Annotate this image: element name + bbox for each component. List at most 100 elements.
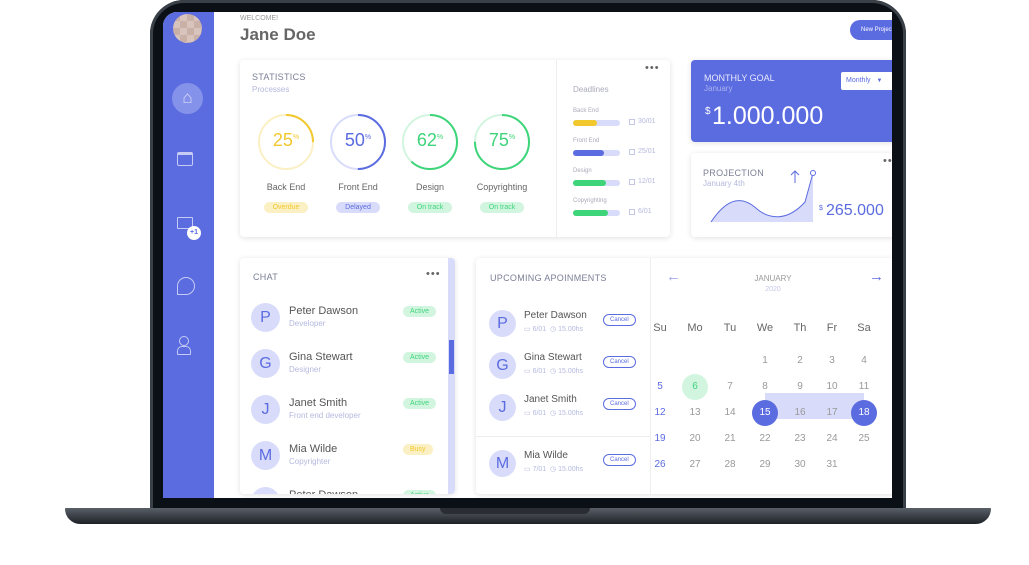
calendar-day[interactable]: 29 [759, 459, 771, 470]
avatar: G [489, 352, 516, 379]
calendar-day[interactable]: 3 [829, 355, 835, 366]
new-project-button[interactable]: New Project [850, 20, 892, 40]
calendar-day[interactable]: 13 [689, 407, 701, 418]
projection-title: PROJECTION [703, 168, 765, 178]
weekday-label: Sa [857, 322, 871, 334]
contact-name[interactable]: Gina Stewart [289, 351, 353, 363]
calendar-day[interactable]: 8 [762, 381, 768, 392]
chat-icon[interactable] [177, 277, 195, 295]
calendar-day[interactable]: 12 [654, 407, 666, 418]
appointment-date: ▭ 6/01 ◷ 15.00hs [524, 410, 584, 417]
monthly-goal-card: MONTHLY GOAL January $ 1.000.000 Monthly… [691, 60, 892, 142]
calendar-day[interactable]: 26 [654, 459, 666, 470]
progress-value: 62% [416, 130, 444, 150]
calendar-day[interactable]: 11 [858, 381, 870, 392]
status-badge: Active [403, 398, 437, 409]
period-select[interactable]: Monthly ▼ [841, 72, 892, 90]
appointment-date: ▭ 6/01 ◷ 15.00hs [524, 368, 584, 375]
cancel-button[interactable]: Cancel [603, 398, 636, 410]
calendar-day[interactable]: 2 [797, 355, 803, 366]
statistics-subtitle: Processes [252, 85, 290, 94]
calendar-day[interactable]: 28 [724, 459, 736, 470]
calendar-day[interactable]: 14 [724, 407, 736, 418]
avatar[interactable]: G [251, 349, 280, 378]
status-badge: Active [403, 352, 437, 363]
calendar-icon[interactable] [177, 152, 193, 166]
mail-icon[interactable] [177, 217, 193, 229]
calendar-day[interactable]: 31 [826, 459, 838, 470]
calendar-day[interactable]: 27 [689, 459, 701, 470]
more-options-icon[interactable]: ••• [645, 62, 660, 74]
calendar-day[interactable]: 24 [826, 433, 838, 444]
chevron-down-icon: ▼ [876, 78, 883, 84]
scrollbar-thumb[interactable] [449, 340, 454, 374]
progress-ring-fill [402, 114, 458, 170]
weekday-label: Su [653, 322, 667, 334]
calendar-day[interactable]: 6 [682, 374, 708, 400]
calendar-day[interactable]: 21 [724, 433, 736, 444]
avatar[interactable]: J [251, 395, 280, 424]
period-select-value: Monthly [846, 77, 871, 84]
cancel-button[interactable]: Cancel [603, 356, 636, 368]
deadline-date: 30/01 [638, 118, 656, 125]
more-options-icon[interactable]: •• [883, 155, 892, 167]
deadline-label: Copyrighting [573, 198, 607, 204]
projection-subtitle: January 4th [703, 179, 745, 188]
deadlines-title: Deadlines [573, 85, 609, 94]
calendar-day[interactable]: 15 [752, 400, 778, 426]
cancel-button[interactable]: Cancel [603, 454, 636, 466]
calendar-icon [629, 209, 635, 215]
welcome-label: WELCOME! [240, 15, 279, 22]
calendar-day[interactable]: 25 [858, 433, 870, 444]
calendar-day[interactable]: 17 [826, 407, 838, 418]
calendar-day[interactable]: 1 [762, 355, 768, 366]
calendar-day[interactable]: 5 [657, 381, 663, 392]
calendar-day[interactable]: 4 [861, 355, 867, 366]
appointments-title: UPCOMING APOINMENTS [490, 273, 607, 283]
projection-point [810, 170, 816, 176]
deadline-bar-fill [573, 120, 597, 126]
calendar-year: 2020 [765, 286, 781, 293]
user-icon[interactable] [179, 336, 189, 346]
calendar-icon [629, 119, 635, 125]
avatar[interactable]: M [251, 441, 280, 470]
deadline-bar [573, 180, 620, 186]
scrollbar-track[interactable] [448, 258, 455, 494]
calendar-day[interactable]: 23 [794, 433, 806, 444]
deadline-bar-fill [573, 150, 604, 156]
next-month-button[interactable]: → [869, 268, 884, 285]
progress-ring-fill [258, 114, 314, 170]
deadline-bar [573, 150, 620, 156]
calendar-day[interactable]: 22 [759, 433, 771, 444]
appointment-date: ▭ 6/01 ◷ 15.00hs [524, 326, 584, 333]
avatar[interactable]: P [251, 487, 280, 494]
contact-name[interactable]: Mia Wilde [289, 443, 338, 455]
calendar-icon [629, 149, 635, 155]
contact-name[interactable]: Peter Dawson [289, 489, 358, 494]
selected-range [765, 393, 864, 419]
more-options-icon[interactable]: ••• [426, 268, 441, 280]
contact-role: Copyrighter [289, 457, 331, 466]
calendar-day[interactable]: 7 [727, 381, 733, 392]
process-label: Front End [338, 182, 378, 192]
avatar[interactable]: P [251, 303, 280, 332]
calendar-day[interactable]: 18 [851, 400, 877, 426]
avatar[interactable] [173, 14, 202, 43]
contact-name[interactable]: Peter Dawson [289, 305, 359, 317]
calendar-day[interactable]: 20 [689, 433, 701, 444]
projection-amount: 265.000 [826, 202, 884, 219]
status-badge: Active [403, 306, 437, 317]
calendar-day[interactable]: 10 [826, 381, 838, 392]
avatar: M [489, 450, 516, 477]
calendar-day[interactable]: 16 [794, 407, 806, 418]
home-icon[interactable]: ⌂ [172, 83, 203, 114]
prev-month-button[interactable]: ← [666, 268, 681, 285]
calendar-day[interactable]: 19 [654, 433, 666, 444]
calendar-day[interactable]: 9 [797, 381, 803, 392]
avatar: P [489, 310, 516, 337]
statistics-card: STATISTICS Processes 25% Back End Overdu… [240, 60, 670, 237]
calendar-day[interactable]: 30 [794, 459, 806, 470]
cancel-button[interactable]: Cancel [603, 314, 636, 326]
contact-name[interactable]: Janet Smith [289, 397, 348, 409]
divider [650, 258, 651, 494]
